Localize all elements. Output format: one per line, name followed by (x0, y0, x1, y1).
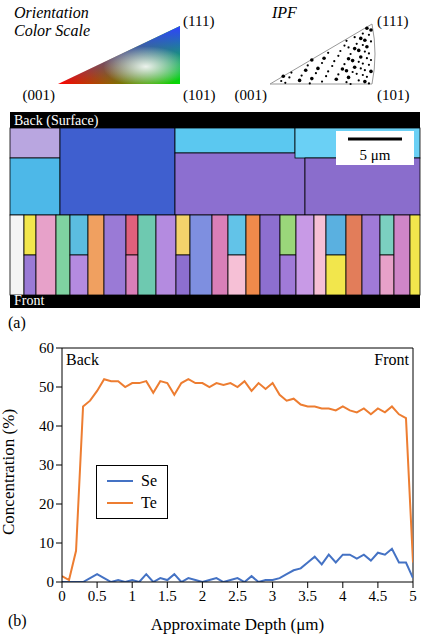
svg-text:IPF: IPF (271, 4, 297, 21)
svg-text:50: 50 (39, 379, 54, 395)
html-text:Se: Se (141, 472, 157, 489)
svg-text:2.5: 2.5 (228, 588, 247, 604)
svg-text:2: 2 (199, 588, 207, 604)
svg-text:4.5: 4.5 (369, 588, 388, 604)
svg-text:(101): (101) (377, 87, 410, 104)
svg-text:0: 0 (47, 574, 55, 590)
svg-text:(111): (111) (377, 13, 408, 30)
html-text:(b): (b) (8, 612, 27, 629)
svg-text:0: 0 (58, 588, 66, 604)
svg-text:Front: Front (14, 293, 44, 308)
svg-text:(001): (001) (235, 87, 268, 104)
svg-text:1.5: 1.5 (158, 588, 177, 604)
svg-text:4: 4 (339, 588, 347, 604)
svg-text:30: 30 (39, 457, 54, 473)
html-text:Back: Back (66, 351, 99, 368)
svg-text:Color Scale: Color Scale (14, 22, 90, 39)
svg-text:(101): (101) (183, 87, 216, 104)
svg-text:3.5: 3.5 (298, 588, 317, 604)
svg-text:Back (Surface): Back (Surface) (14, 113, 99, 129)
svg-text:(111): (111) (183, 13, 214, 30)
svg-text:3: 3 (269, 588, 277, 604)
svg-text:Approximate Depth (μm): Approximate Depth (μm) (151, 615, 324, 634)
html-text:Front: Front (374, 351, 409, 368)
svg-text:0.5: 0.5 (88, 588, 107, 604)
svg-text:60: 60 (39, 340, 54, 356)
html-text:Te: Te (141, 494, 157, 511)
svg-text:5: 5 (409, 588, 417, 604)
svg-text:Concentration (%): Concentration (%) (0, 409, 18, 535)
svg-text:1: 1 (128, 588, 136, 604)
svg-text:10: 10 (39, 535, 54, 551)
svg-text:40: 40 (39, 418, 54, 434)
svg-text:20: 20 (39, 496, 54, 512)
svg-text:Orientation: Orientation (14, 4, 89, 21)
svg-text:5 μm: 5 μm (360, 147, 391, 163)
svg-text:(001): (001) (23, 87, 56, 104)
svg-text:(a): (a) (8, 314, 26, 332)
